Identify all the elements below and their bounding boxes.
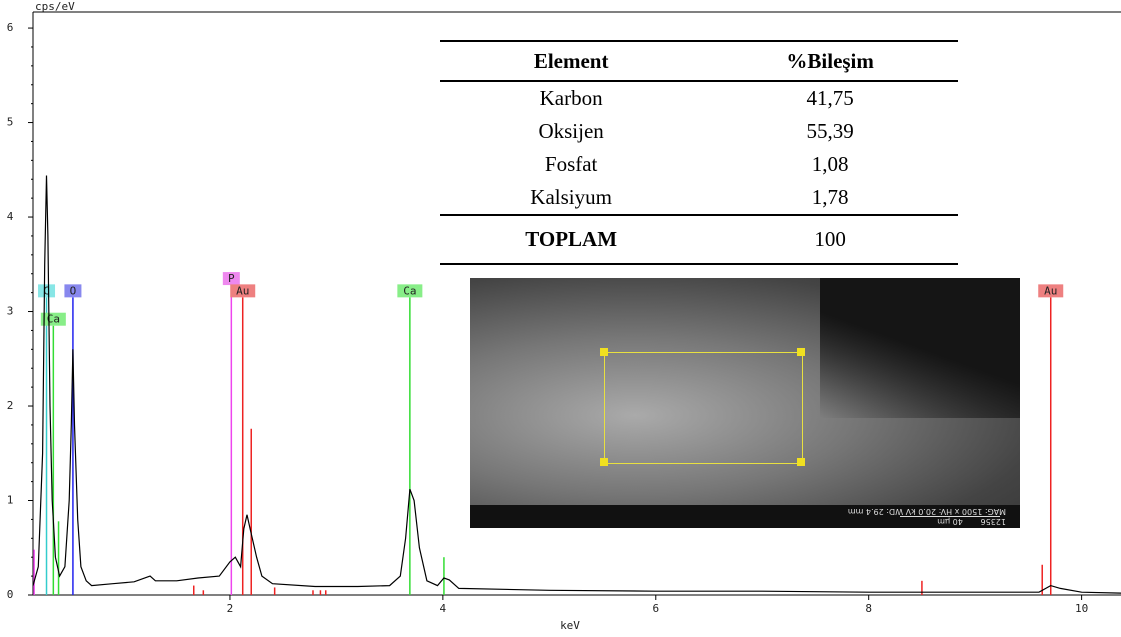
table-cell: TOPLAM: [440, 215, 702, 264]
y-tick-label: 5: [7, 116, 14, 129]
table-cell: 41,75: [702, 81, 958, 115]
selection-box: [604, 352, 803, 464]
x-tick-label: 8: [865, 602, 872, 615]
table-cell: Karbon: [440, 81, 702, 115]
y-tick-label: 2: [7, 399, 14, 412]
handle: [797, 458, 805, 466]
x-tick-label: 6: [652, 602, 659, 615]
table-cell: Kalsiyum: [440, 181, 702, 215]
table-cell: Fosfat: [440, 148, 702, 181]
table-cell: 55,39: [702, 115, 958, 148]
table-cell: Oksijen: [440, 115, 702, 148]
label-text: Au: [1044, 284, 1057, 297]
element-label: Ca: [397, 284, 422, 297]
x-tick-label: 2: [227, 602, 234, 615]
shadow: [820, 278, 1020, 418]
x-tick-label: 10: [1075, 602, 1088, 615]
header-cell: %Bileşim: [702, 41, 958, 81]
info-bar: 12356 MAG: 1500 x HV: 20.0 kV WD: 29.4 m…: [470, 505, 1020, 528]
element-label: P: [223, 272, 240, 285]
y-tick-label: 1: [7, 494, 14, 507]
page: cps/eV keV 0123456246810CCaOPAuCaAu Elem…: [0, 0, 1121, 637]
label-text: Ca: [403, 284, 416, 297]
element-label: Au: [230, 284, 255, 297]
handle: [600, 348, 608, 356]
y-tick-label: 3: [7, 305, 14, 318]
label-text: O: [70, 284, 77, 297]
table-cell: 100: [702, 215, 958, 264]
element-label: C: [38, 284, 55, 297]
label-text: P: [228, 272, 235, 285]
handle: [600, 458, 608, 466]
label-text: Au: [236, 284, 249, 297]
element-label: O: [64, 284, 81, 297]
y-axis-label: cps/eV: [35, 0, 75, 13]
table-cell: 1,08: [702, 148, 958, 181]
sem-image: 12356 MAG: 1500 x HV: 20.0 kV WD: 29.4 m…: [470, 278, 1020, 528]
y-tick-label: 0: [7, 588, 14, 601]
scale-bar: 40 µm: [900, 516, 1000, 526]
header-cell: Element: [440, 41, 702, 81]
handle: [797, 348, 805, 356]
table-cell: 1,78: [702, 181, 958, 215]
y-tick-label: 6: [7, 21, 14, 34]
image-info: MAG: 1500 x HV: 20.0 kV WD: 29.4 mm: [848, 507, 1006, 516]
x-tick-label: 4: [440, 602, 447, 615]
y-tick-label: 4: [7, 210, 14, 223]
element-label: Au: [1038, 284, 1063, 297]
x-axis-label: keV: [560, 619, 580, 632]
